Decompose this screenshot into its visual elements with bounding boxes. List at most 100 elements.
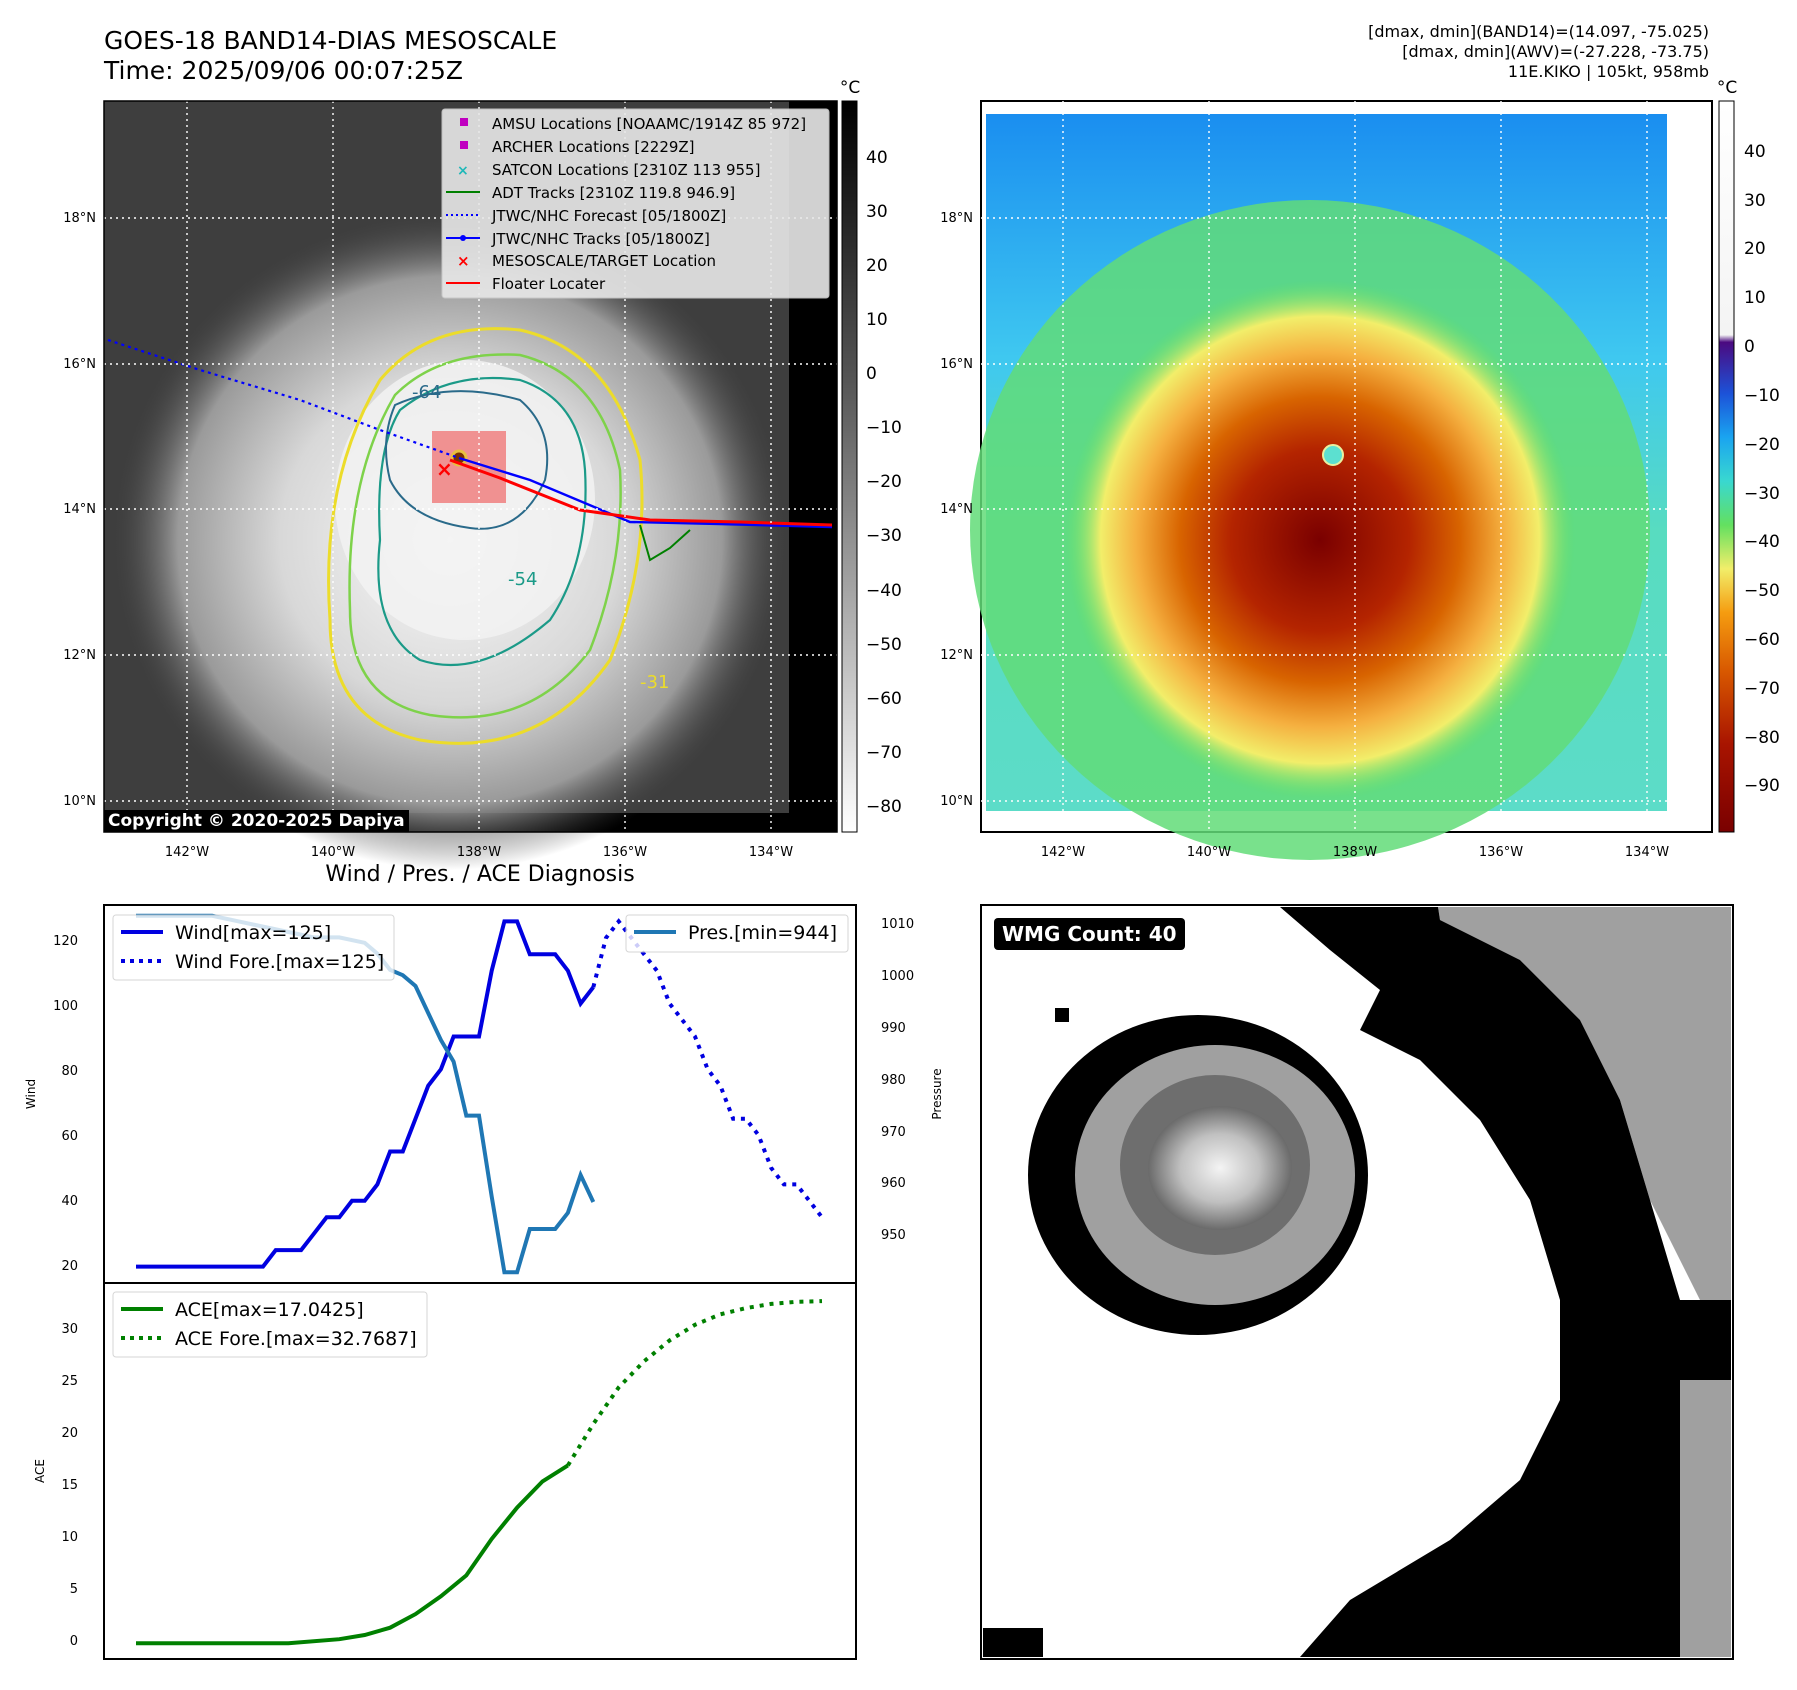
- cbar-tick: −10: [866, 418, 902, 438]
- ace-ticks: 30 25 20 15 10 5 0: [61, 1322, 78, 1649]
- cbar-tick: −90: [1744, 776, 1780, 796]
- legend-archer: ARCHER Locations [2229Z]: [492, 138, 695, 156]
- pres-tick: 950: [881, 1228, 906, 1243]
- color-colorbar-unit: °C: [1717, 78, 1737, 98]
- title-time: Time: 2025/09/06 00:07:25Z: [104, 56, 463, 85]
- pres-legend: Pres.[min=944]: [625, 914, 849, 953]
- cbar-tick: −20: [1744, 435, 1780, 455]
- color-colorbar: °C 40 30 20 10 0 −10 −20 −30 −40 −50 −60…: [1717, 78, 1780, 833]
- ace-tick: 25: [61, 1374, 78, 1389]
- title-product: GOES-18 BAND14-DIAS MESOSCALE: [104, 26, 558, 55]
- legend-wind: Wind[max=125]: [175, 922, 331, 944]
- gray-colorbar-ticks: 40 30 20 10 0 −10 −20 −30 −40 −50 −60 −7…: [866, 148, 902, 817]
- target-icon: ×: [457, 252, 470, 270]
- wind-tick: 20: [61, 1259, 78, 1274]
- contour-label-54: -54: [508, 569, 537, 590]
- wind-line: [136, 919, 595, 1269]
- contour-label-31: -31: [640, 672, 669, 693]
- lon-tick: 134°W: [1625, 845, 1669, 860]
- gray-colorbar-unit: °C: [840, 78, 860, 98]
- floater-track: [449, 458, 833, 527]
- cbar-tick: 30: [1744, 191, 1766, 211]
- adt-track: [639, 524, 691, 562]
- storm-summary: 11E.KIKO | 105kt, 958mb: [1507, 62, 1709, 81]
- lon-tick: 136°W: [603, 845, 647, 860]
- lat-tick: 18°N: [940, 211, 973, 226]
- diagnosis-title: Wind / Pres. / ACE Diagnosis: [325, 862, 635, 887]
- ace-tick: 10: [61, 1530, 78, 1545]
- wmg-spiral-band: [1280, 907, 1680, 1657]
- lat-tick: 14°N: [63, 502, 96, 517]
- diagnosis-series: [136, 913, 824, 1646]
- cbar-tick: −40: [1744, 532, 1780, 552]
- cbar-tick: 0: [1744, 337, 1755, 357]
- cbar-tick: 10: [1744, 288, 1766, 308]
- lat-tick: 16°N: [63, 357, 96, 372]
- ace-forecast-line: [566, 1299, 823, 1467]
- contour-inner: [385, 390, 549, 530]
- color-map-lon-ticks: 142°W 140°W 138°W 136°W 134°W: [1041, 845, 1669, 860]
- wmg-panel: [980, 904, 1734, 1660]
- contour-teal: [377, 376, 587, 667]
- pres-tick: 1000: [881, 969, 914, 984]
- cbar-tick: −60: [866, 689, 902, 709]
- pres-tick: 970: [881, 1125, 906, 1140]
- lat-tick: 10°N: [940, 794, 973, 809]
- wmg-count-badge: WMG Count: 40: [994, 918, 1185, 950]
- pres-tick: 960: [881, 1176, 906, 1191]
- lon-tick: 140°W: [311, 845, 355, 860]
- figure-title: GOES-18 BAND14-DIAS MESOSCALE Time: 2025…: [104, 26, 557, 86]
- cbar-tick: −20: [866, 472, 902, 492]
- ace-tick: 15: [61, 1478, 78, 1493]
- color-colorbar-ticks: 40 30 20 10 0 −10 −20 −30 −40 −50 −60 −7…: [1744, 142, 1780, 796]
- lon-tick: 138°W: [457, 845, 501, 860]
- wind-ticks: 120 100 80 60 40 20: [53, 934, 78, 1274]
- cbar-tick: −30: [1744, 484, 1780, 504]
- lat-tick: 12°N: [940, 648, 973, 663]
- ace-tick: 20: [61, 1426, 78, 1441]
- wind-tick: 80: [61, 1064, 78, 1079]
- color-eye: [1322, 444, 1344, 466]
- archer-icon: [460, 141, 468, 149]
- legend-adt: ADT Tracks [2310Z 119.8 946.9]: [492, 184, 735, 202]
- target-location-marker: ×: [436, 457, 453, 481]
- color-map-lat-ticks: 18°N 16°N 14°N 12°N 10°N: [940, 211, 973, 809]
- ir-map-lat-ticks: 18°N 16°N 14°N 12°N 10°N: [63, 211, 96, 809]
- cbar-tick: −70: [1744, 679, 1780, 699]
- legend-forecast: JTWC/NHC Forecast [05/1800Z]: [491, 207, 726, 225]
- map-legend: AMSU Locations [NOAAMC/1914Z 85 972] ARC…: [441, 108, 830, 299]
- ace-legend: ACE[max=17.0425] ACE Fore.[max=32.7687]: [112, 1291, 428, 1358]
- lat-tick: 14°N: [940, 502, 973, 517]
- lat-tick: 16°N: [940, 357, 973, 372]
- cbar-tick: 10: [866, 310, 888, 330]
- lat-tick: 10°N: [63, 794, 96, 809]
- pres-tick: 1010: [881, 917, 914, 932]
- wind-tick: 120: [53, 934, 78, 949]
- wind-legend: Wind[max=125] Wind Fore.[max=125]: [112, 914, 395, 981]
- contour-yellow: [327, 327, 644, 745]
- satcon-icon: ×: [457, 163, 469, 179]
- legend-floater: Floater Locater: [492, 275, 606, 293]
- color-storm: [1065, 280, 1575, 800]
- best-track: [458, 456, 833, 529]
- cbar-tick: −70: [866, 743, 902, 763]
- legend-ace-fore: ACE Fore.[max=32.7687]: [175, 1328, 417, 1350]
- legend-wind-fore: Wind Fore.[max=125]: [175, 951, 384, 973]
- lon-tick: 140°W: [1187, 845, 1231, 860]
- cbar-tick: −80: [1744, 728, 1780, 748]
- wmg-corner-block: [983, 1628, 1043, 1657]
- legend-pres: Pres.[min=944]: [688, 922, 837, 944]
- cbar-tick: −80: [866, 797, 902, 817]
- cbar-tick: 0: [866, 364, 877, 384]
- legend-satcon: SATCON Locations [2310Z 113 955]: [492, 161, 760, 179]
- wind-tick: 60: [61, 1129, 78, 1144]
- storm-info: [dmax, dmin](BAND14)=(14.097, -75.025) […: [1368, 22, 1709, 82]
- gray-colorbar: °C 40 30 20 10 0 −10 −20 −30 −40 −50 −60…: [840, 78, 902, 833]
- wmg-eye: [1148, 1106, 1292, 1230]
- lon-tick: 142°W: [1041, 845, 1085, 860]
- contour-label-64: -64: [412, 382, 441, 403]
- pres-ylabel: Pressure: [930, 1068, 944, 1119]
- ace-tick: 0: [70, 1634, 78, 1649]
- pres-ticks: 1010 1000 990 980 970 960 950: [881, 917, 914, 1243]
